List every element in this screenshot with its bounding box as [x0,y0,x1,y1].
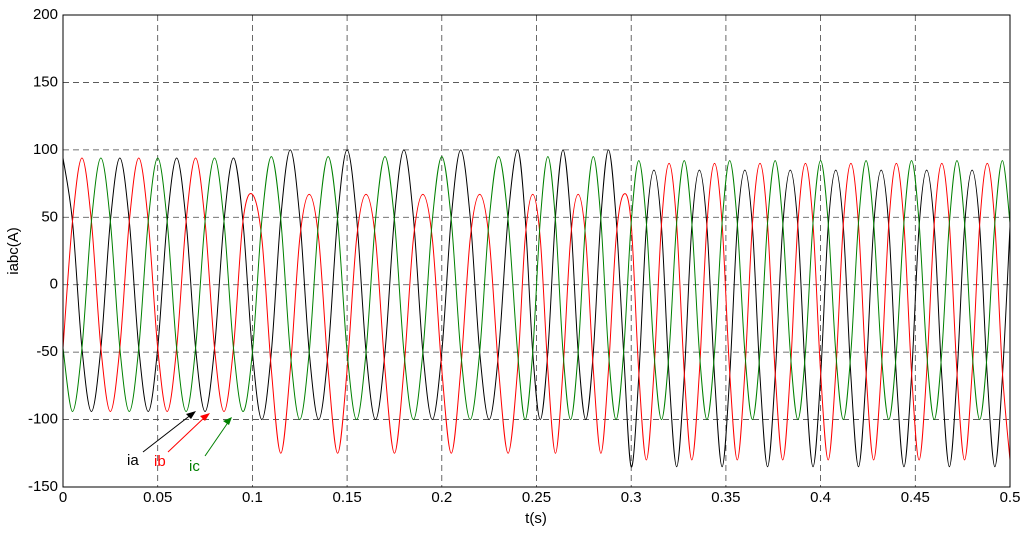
ticks: 0 0.05 0.1 0.15 0.2 0.25 0.3 0.35 0.4 0.45 0.5 -150… [28,6,1020,506]
x-tick-label: 0 [59,489,67,506]
y-tick-label: 150 [33,73,58,90]
axes-box [62,14,1011,488]
series-line [62,157,1011,461]
x-tick-label: 0.05 [143,489,172,506]
x-tick-label: 0.45 [901,489,930,506]
x-tick-label: 0.35 [711,489,740,506]
arrow [204,420,230,457]
y-tick-label: 200 [33,6,58,23]
series-line [62,156,1011,421]
x-tick-label: 0.1 [242,489,263,506]
x-tick-label: 0.15 [332,489,361,506]
annotation: ib [154,453,166,470]
x-tick-label: 0.3 [621,489,642,506]
y-axis-label: iabc(A) [5,227,22,275]
arrow-head [223,417,232,425]
arrow-head [186,411,196,419]
x-tick-label: 0.2 [431,489,452,506]
y-tick-label: -150 [28,478,58,495]
annotations: ia ib ic [127,411,232,475]
series-line [62,149,1011,468]
lines [62,149,1011,468]
y-tick-label: -100 [28,411,58,428]
y-tick-label: 50 [41,208,58,225]
x-tick-label: 0.4 [810,489,831,506]
y-tick-label: -50 [36,343,58,360]
arrow [167,415,207,453]
y-tick-label: 0 [50,276,58,293]
annotation: ic [189,458,200,475]
annotation: ia [127,452,139,469]
x-tick-label: 0.25 [522,489,551,506]
arrow-head [200,413,210,421]
x-tick-label: 0.5 [1000,489,1021,506]
y-tick-label: 100 [33,141,58,158]
arrow [142,413,193,453]
x-axis-label: t(s) [525,510,547,527]
